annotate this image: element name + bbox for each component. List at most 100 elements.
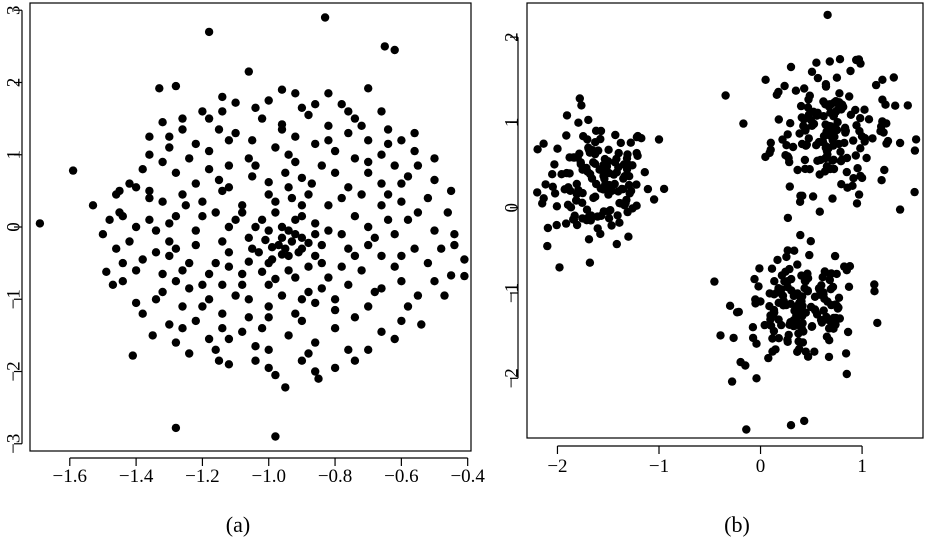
scatter-point [264,345,273,354]
scatter-point [224,262,234,271]
scatter-point [764,353,773,363]
scatter-point [218,92,227,102]
scatter-point [337,262,346,271]
scatter-point [798,338,808,347]
scatter-point [131,183,141,192]
scatter-point [257,215,267,224]
scatter-point [803,103,813,112]
scatter-point [330,305,340,315]
scatter-point [805,91,814,100]
scatter-point [397,197,406,206]
scatter-point [856,144,865,153]
scatter-point [264,96,273,105]
y-tick-label: −1 [502,283,523,303]
scatter-point [244,233,253,242]
y-tick-label: 0 [4,222,25,232]
scatter-point [533,145,542,154]
scatter-point [397,179,406,188]
scatter-point [748,333,758,343]
scatter-point [350,114,360,123]
panel-b-x-axis: −2 −1 0 1 [547,445,867,477]
scatter-point [204,269,214,279]
scatter-point [178,114,187,123]
scatter-point [364,222,373,232]
scatter-point [171,277,181,286]
scatter-point [337,100,346,109]
scatter-point [843,183,852,192]
scatter-point [383,215,393,224]
scatter-point [836,147,845,156]
scatter-point [725,301,735,310]
scatter-point [377,327,386,336]
scatter-point [830,251,840,261]
scatter-point [171,338,181,347]
scatter-point [297,233,307,242]
scatter-point [804,110,813,120]
scatter-point [224,222,234,232]
scatter-point [561,219,571,228]
scatter-point [165,143,174,152]
scatter-point [231,215,240,224]
scatter-point [813,156,822,165]
scatter-point [410,244,419,253]
scatter-point [841,126,850,136]
scatter-point [820,267,829,276]
scatter-point [171,81,181,91]
scatter-point [357,266,366,275]
scatter-point [849,174,858,183]
scatter-point [128,351,137,360]
scatter-point [791,86,801,95]
scatter-point [178,324,187,333]
scatter-point [774,315,783,324]
scatter-point [910,187,919,197]
scatter-point [311,139,320,149]
panel-b-frame [526,2,924,439]
scatter-point [370,233,379,242]
scatter-point [158,197,167,206]
scatter-point [330,146,340,156]
scatter-point [178,190,187,199]
scatter-point [842,266,851,275]
scatter-point [654,135,664,144]
scatter-point [727,377,737,386]
scatter-point [835,55,845,64]
scatter-point [783,337,792,346]
scatter-point [760,320,769,330]
scatter-point [277,85,287,94]
scatter-point [569,153,578,162]
scatter-point [307,179,316,188]
scatter-point [178,125,187,134]
scatter-point [277,291,287,300]
scatter-point [291,273,300,282]
scatter-point [796,230,805,240]
scatter-point [628,204,637,213]
scatter-point [102,267,111,276]
scatter-point [344,345,353,354]
scatter-point [803,287,812,296]
scatter-point [417,320,426,329]
scatter-point [397,277,406,286]
scatter-point [607,221,616,230]
scatter-point [870,287,879,296]
scatter-point [287,237,297,246]
scatter-point [324,273,333,282]
scatter-point [324,201,333,210]
scatter-point [768,334,777,343]
scatter-point [780,81,789,91]
scatter-point [304,287,313,297]
scatter-point [604,145,613,154]
scatter-point [836,157,846,166]
scatter-point [566,186,575,195]
scatter-point [632,180,641,189]
scatter-point [191,226,200,235]
scatter-point [830,132,839,141]
scatter-point [390,161,399,170]
scatter-point [783,152,792,161]
panel-b-scatter-plot: −2 −1 0 1 −2 −1 0 1 2 (b) [502,2,924,537]
x-tick-label: −0.8 [318,466,352,487]
scatter-point [430,154,439,163]
scatter-point [823,10,832,20]
scatter-point [151,226,161,235]
scatter-point [267,255,277,264]
scatter-point [248,136,257,145]
